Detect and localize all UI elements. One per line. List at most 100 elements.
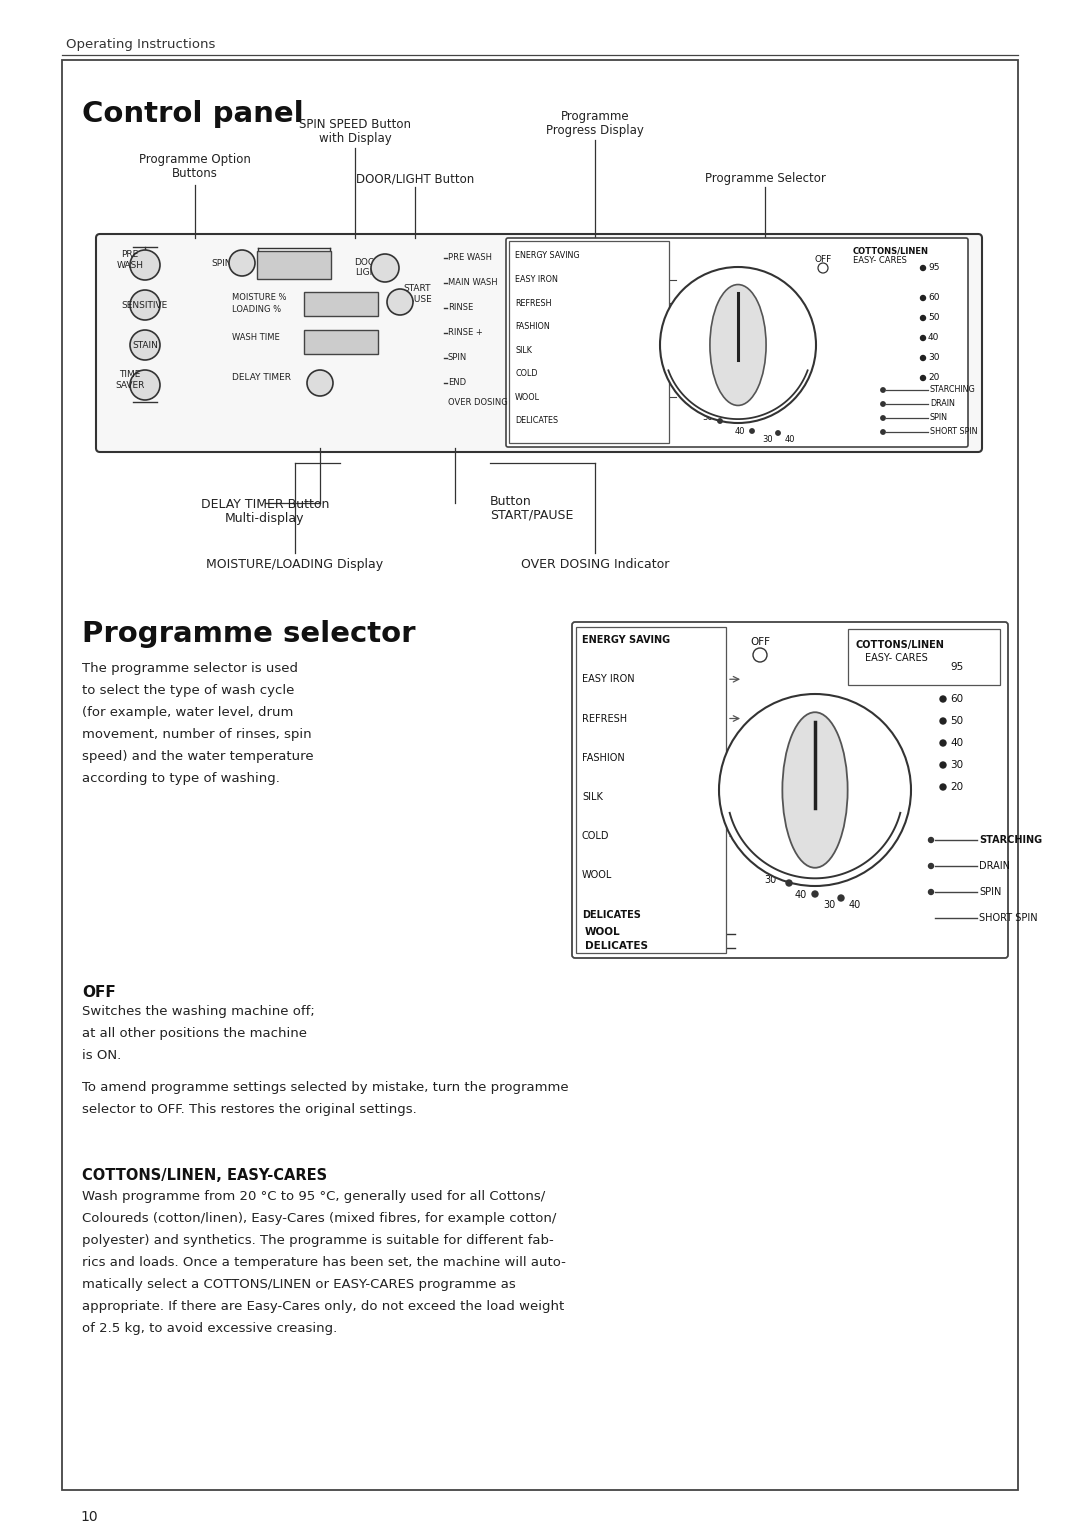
Circle shape	[387, 289, 413, 315]
Circle shape	[130, 370, 160, 401]
FancyBboxPatch shape	[509, 242, 669, 443]
Text: DELICATES: DELICATES	[582, 910, 640, 920]
Text: 20: 20	[950, 781, 963, 792]
Text: MOISTURE/LOADING Display: MOISTURE/LOADING Display	[206, 558, 383, 570]
Text: COLD: COLD	[515, 368, 538, 378]
Text: polyester) and synthetics. The programme is suitable for different fab-: polyester) and synthetics. The programme…	[82, 1234, 554, 1248]
Text: OVER DOSING Indicator: OVER DOSING Indicator	[521, 558, 670, 570]
Text: Control panel: Control panel	[82, 99, 303, 128]
Ellipse shape	[782, 713, 848, 868]
Text: with Display: with Display	[319, 131, 391, 145]
Text: REFRESH: REFRESH	[515, 298, 552, 307]
Circle shape	[881, 388, 886, 393]
Text: 30: 30	[928, 353, 940, 362]
Text: DOOR/LIGHT Button: DOOR/LIGHT Button	[356, 171, 474, 185]
Circle shape	[812, 891, 818, 898]
Text: matically select a COTTONS/LINEN or EASY-CARES programme as: matically select a COTTONS/LINEN or EASY…	[82, 1278, 516, 1290]
Text: LOADING %: LOADING %	[232, 304, 281, 313]
Text: COTTONS/LINEN, EASY-CARES: COTTONS/LINEN, EASY-CARES	[82, 1168, 327, 1183]
Text: 30: 30	[823, 901, 835, 910]
Text: RINSE: RINSE	[448, 303, 473, 312]
FancyBboxPatch shape	[576, 627, 726, 953]
Text: STAIN: STAIN	[132, 341, 158, 350]
Text: SPIN: SPIN	[930, 413, 948, 422]
Text: 50: 50	[950, 716, 963, 726]
Text: REFRESH: REFRESH	[582, 714, 627, 723]
Circle shape	[920, 266, 926, 271]
Ellipse shape	[710, 284, 766, 405]
Circle shape	[718, 419, 723, 424]
Text: 50: 50	[928, 313, 940, 323]
Text: WASH TIME: WASH TIME	[232, 333, 280, 342]
Text: 95: 95	[950, 662, 963, 673]
Text: 40: 40	[734, 427, 745, 436]
Text: 20: 20	[928, 373, 940, 382]
FancyBboxPatch shape	[848, 628, 1000, 685]
Text: 95: 95	[928, 263, 940, 272]
Circle shape	[838, 894, 843, 901]
Circle shape	[920, 295, 926, 301]
Text: 40: 40	[950, 739, 963, 748]
Text: Programme: Programme	[561, 110, 630, 122]
Text: 30°: 30°	[703, 413, 717, 422]
Text: WOOL: WOOL	[582, 870, 612, 881]
FancyBboxPatch shape	[572, 622, 1008, 959]
Text: appropriate. If there are Easy-Cares only, do not exceed the load weight: appropriate. If there are Easy-Cares onl…	[82, 1300, 564, 1313]
Text: 40: 40	[785, 434, 795, 443]
Circle shape	[920, 376, 926, 381]
Text: PRE WASH: PRE WASH	[448, 252, 492, 261]
Circle shape	[660, 268, 816, 424]
Text: DRAIN: DRAIN	[978, 861, 1010, 872]
Text: Wash programme from 20 °C to 95 °C, generally used for all Cottons/: Wash programme from 20 °C to 95 °C, gene…	[82, 1190, 545, 1203]
Circle shape	[719, 694, 912, 885]
FancyBboxPatch shape	[96, 234, 982, 453]
Text: OFF: OFF	[750, 638, 770, 647]
Text: DOOR
LIGHT: DOOR LIGHT	[354, 258, 381, 277]
Circle shape	[372, 254, 399, 281]
Text: Button: Button	[490, 495, 531, 508]
Circle shape	[940, 784, 946, 790]
Text: END: END	[448, 378, 467, 387]
Text: STARCHING: STARCHING	[978, 835, 1042, 846]
Text: DELAY TIMER: DELAY TIMER	[232, 373, 291, 382]
Text: 10: 10	[80, 1511, 97, 1524]
Text: 60: 60	[950, 694, 963, 703]
Text: SILK: SILK	[515, 346, 531, 355]
Text: 40: 40	[849, 901, 861, 910]
Circle shape	[130, 291, 160, 320]
Text: The programme selector is used: The programme selector is used	[82, 662, 298, 674]
Circle shape	[881, 430, 886, 434]
Circle shape	[229, 251, 255, 277]
Circle shape	[786, 881, 792, 885]
FancyBboxPatch shape	[303, 292, 378, 317]
Text: SENSITIVE: SENSITIVE	[122, 301, 168, 309]
Circle shape	[130, 251, 160, 280]
FancyBboxPatch shape	[62, 60, 1018, 1489]
Circle shape	[818, 263, 828, 274]
Text: START
PAUSE: START PAUSE	[403, 284, 432, 304]
Text: 30: 30	[762, 434, 773, 443]
Text: MAIN WASH: MAIN WASH	[448, 278, 498, 287]
Text: OVER DOSING: OVER DOSING	[448, 398, 508, 407]
Text: at all other positions the machine: at all other positions the machine	[82, 1027, 307, 1040]
Text: ENERGY SAVING: ENERGY SAVING	[515, 251, 580, 260]
Text: TIME
SAVER: TIME SAVER	[116, 370, 145, 390]
FancyBboxPatch shape	[257, 251, 330, 278]
Text: ENERGY SAVING: ENERGY SAVING	[582, 635, 670, 645]
Circle shape	[775, 431, 780, 436]
Text: OFF: OFF	[82, 985, 116, 1000]
Text: DELAY TIMER Button: DELAY TIMER Button	[201, 498, 329, 511]
Text: to select the type of wash cycle: to select the type of wash cycle	[82, 683, 295, 697]
Text: Programme Option: Programme Option	[139, 153, 251, 167]
Text: selector to OFF. This restores the original settings.: selector to OFF. This restores the origi…	[82, 1102, 417, 1116]
Circle shape	[130, 330, 160, 359]
Text: DRAIN: DRAIN	[930, 399, 955, 408]
Circle shape	[307, 370, 333, 396]
Text: FASHION: FASHION	[582, 752, 624, 763]
FancyBboxPatch shape	[303, 330, 378, 355]
Circle shape	[920, 356, 926, 361]
Text: (for example, water level, drum: (for example, water level, drum	[82, 706, 294, 719]
Circle shape	[940, 719, 946, 725]
Text: DELICATES: DELICATES	[515, 416, 558, 425]
Text: 30: 30	[950, 760, 963, 771]
